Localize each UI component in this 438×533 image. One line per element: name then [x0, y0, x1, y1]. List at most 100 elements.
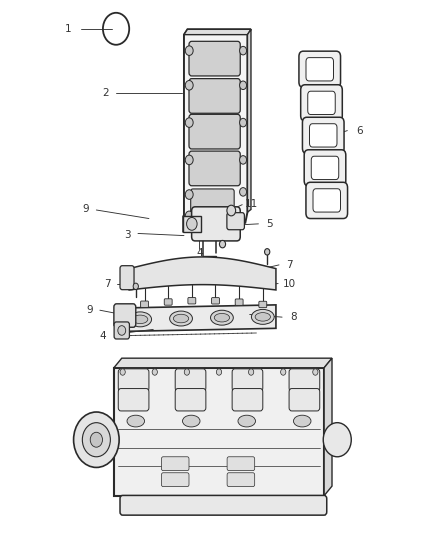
Text: 1: 1 — [64, 25, 71, 34]
FancyBboxPatch shape — [311, 156, 339, 180]
Circle shape — [313, 369, 318, 375]
FancyBboxPatch shape — [164, 299, 172, 305]
FancyBboxPatch shape — [120, 265, 134, 290]
Circle shape — [323, 423, 351, 457]
Ellipse shape — [183, 415, 200, 427]
Polygon shape — [129, 257, 276, 290]
Polygon shape — [118, 305, 276, 332]
FancyBboxPatch shape — [161, 457, 189, 471]
Circle shape — [184, 369, 190, 375]
FancyBboxPatch shape — [189, 114, 240, 149]
FancyBboxPatch shape — [308, 91, 335, 115]
Circle shape — [118, 326, 126, 335]
FancyBboxPatch shape — [192, 207, 240, 241]
Circle shape — [216, 369, 222, 375]
Text: 11: 11 — [245, 199, 258, 208]
Polygon shape — [247, 29, 251, 212]
Circle shape — [219, 240, 226, 248]
Ellipse shape — [127, 415, 145, 427]
FancyBboxPatch shape — [299, 51, 340, 87]
Text: 5: 5 — [266, 219, 273, 229]
FancyBboxPatch shape — [189, 78, 240, 114]
FancyBboxPatch shape — [227, 457, 255, 471]
Text: 9: 9 — [86, 305, 93, 315]
FancyBboxPatch shape — [302, 117, 344, 154]
FancyBboxPatch shape — [227, 473, 255, 487]
FancyBboxPatch shape — [189, 41, 240, 76]
Ellipse shape — [214, 313, 230, 322]
Text: 4: 4 — [99, 331, 106, 341]
FancyBboxPatch shape — [191, 189, 234, 219]
Ellipse shape — [132, 315, 148, 324]
FancyBboxPatch shape — [313, 189, 340, 212]
FancyBboxPatch shape — [227, 213, 244, 230]
Circle shape — [120, 369, 125, 375]
Polygon shape — [184, 29, 251, 223]
FancyBboxPatch shape — [306, 58, 333, 81]
FancyBboxPatch shape — [175, 369, 206, 391]
Circle shape — [240, 118, 247, 127]
Ellipse shape — [211, 310, 233, 325]
Circle shape — [187, 217, 197, 230]
FancyBboxPatch shape — [118, 389, 149, 411]
Circle shape — [185, 46, 193, 55]
FancyBboxPatch shape — [232, 389, 263, 411]
Polygon shape — [114, 368, 324, 496]
FancyBboxPatch shape — [114, 304, 136, 327]
FancyBboxPatch shape — [188, 297, 196, 304]
Text: 2: 2 — [102, 88, 109, 98]
Ellipse shape — [170, 311, 192, 326]
Circle shape — [240, 81, 247, 90]
FancyBboxPatch shape — [235, 299, 243, 305]
Polygon shape — [114, 358, 332, 368]
Text: 10: 10 — [283, 279, 296, 288]
Circle shape — [185, 80, 193, 90]
Ellipse shape — [238, 415, 255, 427]
FancyBboxPatch shape — [212, 297, 219, 304]
Text: 3: 3 — [124, 230, 131, 239]
Ellipse shape — [255, 312, 271, 321]
Circle shape — [185, 155, 193, 165]
FancyBboxPatch shape — [300, 85, 342, 121]
FancyBboxPatch shape — [120, 496, 327, 515]
FancyBboxPatch shape — [259, 301, 267, 308]
Ellipse shape — [129, 312, 152, 327]
FancyBboxPatch shape — [306, 182, 348, 219]
Circle shape — [240, 156, 247, 164]
FancyBboxPatch shape — [310, 124, 337, 147]
FancyBboxPatch shape — [189, 151, 240, 185]
FancyBboxPatch shape — [141, 301, 148, 308]
Text: 4: 4 — [196, 248, 203, 258]
Circle shape — [265, 248, 270, 255]
Circle shape — [185, 118, 193, 127]
Ellipse shape — [173, 314, 189, 323]
Text: 8: 8 — [290, 312, 297, 322]
Circle shape — [240, 188, 247, 196]
Text: 9: 9 — [82, 204, 89, 214]
FancyBboxPatch shape — [118, 369, 149, 391]
Circle shape — [90, 432, 102, 447]
Ellipse shape — [251, 309, 274, 324]
Circle shape — [133, 283, 138, 289]
FancyBboxPatch shape — [289, 389, 320, 411]
Circle shape — [248, 369, 254, 375]
Circle shape — [185, 211, 193, 221]
Circle shape — [74, 412, 119, 467]
Polygon shape — [324, 358, 332, 496]
Circle shape — [82, 423, 110, 457]
Text: 6: 6 — [356, 126, 363, 135]
FancyBboxPatch shape — [175, 389, 206, 411]
Circle shape — [185, 190, 193, 199]
FancyBboxPatch shape — [161, 473, 189, 487]
Circle shape — [227, 205, 236, 216]
Circle shape — [240, 46, 247, 55]
FancyBboxPatch shape — [114, 322, 130, 339]
Polygon shape — [184, 29, 251, 35]
Text: 7: 7 — [104, 279, 111, 288]
Circle shape — [281, 369, 286, 375]
FancyBboxPatch shape — [232, 369, 263, 391]
FancyBboxPatch shape — [289, 369, 320, 391]
Polygon shape — [183, 216, 201, 232]
Text: 7: 7 — [286, 260, 293, 270]
Circle shape — [152, 369, 157, 375]
